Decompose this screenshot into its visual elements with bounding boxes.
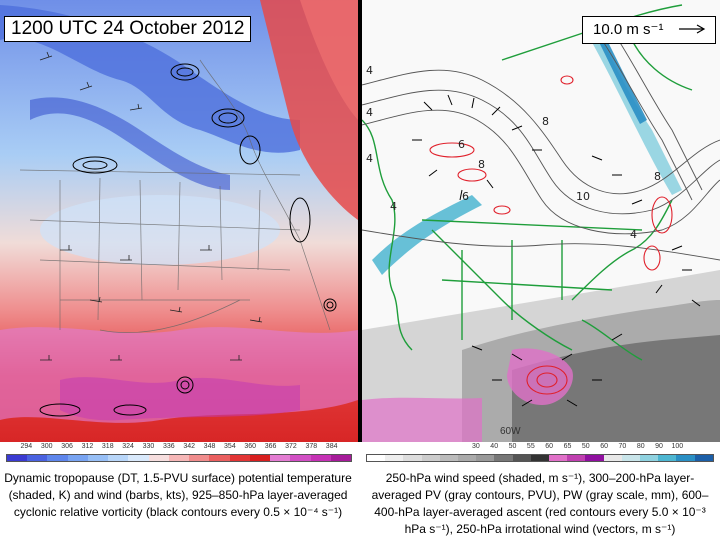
colorbar-tick-label: 50 xyxy=(581,443,590,450)
contour-label: 4 xyxy=(366,152,373,165)
right-map-panel: 4 4 4 4 6 6 8 8 10 8 4 10.0 m s⁻¹ xyxy=(362,0,720,442)
colorbar-tick-label: 40 xyxy=(490,443,499,450)
colorbar-swatch xyxy=(209,455,230,461)
dt-theta-map xyxy=(0,0,358,442)
colorbar-tick-label: 312 xyxy=(81,443,94,450)
vector-scale-box: 10.0 m s⁻¹ xyxy=(582,16,716,44)
colorbar-tick-label: 336 xyxy=(162,443,175,450)
right-caption: 250-hPa wind speed (shaded, m s⁻¹), 300–… xyxy=(371,471,709,536)
longitude-label: 60W xyxy=(500,426,521,437)
colorbar-swatch xyxy=(7,455,28,461)
colorbar-swatch xyxy=(47,455,68,461)
colorbar-swatch xyxy=(367,455,386,461)
colorbar-tick-label: 348 xyxy=(203,443,216,450)
colorbar-swatch xyxy=(694,455,713,461)
colorbar-tick-label: 30 xyxy=(471,443,480,450)
left-colorbar-swatches xyxy=(6,454,352,462)
colorbar-tick-label: 324 xyxy=(122,443,134,450)
colorbar-swatch xyxy=(640,455,659,461)
colorbar-tick-label: 90 xyxy=(655,443,663,450)
contour-label: 4 xyxy=(366,64,373,77)
left-colorbar-ticks: 294 300 306 312 318 324 330 336 342 348 354 360 366 3… xyxy=(6,442,352,452)
colorbar-swatch xyxy=(108,455,129,461)
right-colorbar-swatches xyxy=(366,454,714,462)
colorbar-swatch xyxy=(567,455,586,461)
left-caption: Dynamic tropopause (DT, 1.5-PVU surface)… xyxy=(4,471,352,519)
colorbar-swatch xyxy=(658,455,677,461)
colorbar-swatch xyxy=(476,455,495,461)
colorbar-swatch xyxy=(676,455,695,461)
contour-label: 8 xyxy=(478,158,485,171)
colorbar-swatch xyxy=(439,455,459,461)
contour-label: 10 xyxy=(576,190,590,203)
colorbar-tick-label: 50 xyxy=(508,443,517,450)
colorbar-tick-label: 80 xyxy=(636,443,645,450)
colorbar-swatch xyxy=(330,455,351,461)
colorbar-tick-label: 300 xyxy=(40,443,53,450)
vector-scale-label: 10.0 m s⁻¹ xyxy=(593,21,664,38)
jet-pv-pw-map: 4 4 4 4 6 6 8 8 10 8 4 xyxy=(362,0,720,442)
colorbar-swatch xyxy=(585,455,604,461)
colorbar-tick-label: 372 xyxy=(285,443,297,450)
colorbar-swatch xyxy=(67,455,88,461)
left-map-panel: 1200 UTC 24 October 2012 xyxy=(0,0,358,442)
colorbar-swatch xyxy=(148,455,169,461)
colorbar-tick-label: 60 xyxy=(600,443,608,450)
colorbar-tick-label: 330 xyxy=(142,443,155,450)
colorbar-tick-label: 378 xyxy=(305,443,318,450)
colorbar-swatch xyxy=(310,455,331,461)
contour-label: 6 xyxy=(458,138,465,151)
colorbar-swatch xyxy=(385,455,404,461)
colorbar-swatch xyxy=(189,455,210,461)
contour-label: 6 xyxy=(462,190,469,203)
contour-label: 8 xyxy=(654,170,661,183)
colorbar-tick-label: 318 xyxy=(101,443,114,450)
colorbar-swatch xyxy=(621,455,641,461)
colorbar-tick-label: 100 xyxy=(671,443,684,450)
colorbar-swatch xyxy=(229,455,250,461)
colorbar-swatch xyxy=(421,455,440,461)
arrow-right-icon xyxy=(679,24,706,34)
contour-label: 8 xyxy=(542,115,549,128)
colorbar-swatch xyxy=(290,455,311,461)
colorbar-tick-label: 342 xyxy=(183,443,196,450)
colorbar-tick-label: 55 xyxy=(526,443,535,450)
colorbar-swatch xyxy=(512,455,531,461)
colorbar-tick-label: 384 xyxy=(325,443,338,450)
colorbar-swatch xyxy=(249,455,271,461)
colorbar-swatch xyxy=(458,455,477,461)
colorbar-tick-label: 70 xyxy=(618,443,627,450)
contour-label: 4 xyxy=(366,106,373,119)
colorbar-swatch xyxy=(168,455,190,461)
colorbar-tick-label: 294 xyxy=(20,443,33,450)
left-colorbar: 294 300 306 312 318 324 330 336 342 348 354 360 366 3… xyxy=(6,442,352,466)
colorbar-swatch xyxy=(530,455,550,461)
colorbar-swatch xyxy=(87,455,109,461)
panel-divider xyxy=(358,0,362,442)
colorbar-swatch xyxy=(603,455,622,461)
colorbar-tick-label: 360 xyxy=(244,443,257,450)
colorbar-swatch xyxy=(270,455,291,461)
colorbar-tick-label: 366 xyxy=(264,443,277,450)
colorbar-tick-label: 65 xyxy=(563,443,572,450)
colorbar-tick-label: 354 xyxy=(224,443,236,450)
contour-label: 4 xyxy=(390,200,397,213)
right-colorbar-ticks: 30 40 50 55 60 65 50 60 70 80 90 100 xyxy=(366,442,714,452)
right-colorbar: 30 40 50 55 60 65 50 60 70 80 90 100 xyxy=(366,442,714,466)
colorbar-swatch xyxy=(403,455,422,461)
colorbar-swatch xyxy=(549,455,568,461)
colorbar-swatch xyxy=(494,455,513,461)
colorbar-tick-label: 306 xyxy=(61,443,73,450)
colorbar-swatch xyxy=(128,455,149,461)
contour-label: 4 xyxy=(630,228,637,241)
colorbar-swatch xyxy=(27,455,48,461)
map-time-title: 1200 UTC 24 October 2012 xyxy=(4,16,252,42)
colorbar-tick-label: 60 xyxy=(545,443,554,450)
